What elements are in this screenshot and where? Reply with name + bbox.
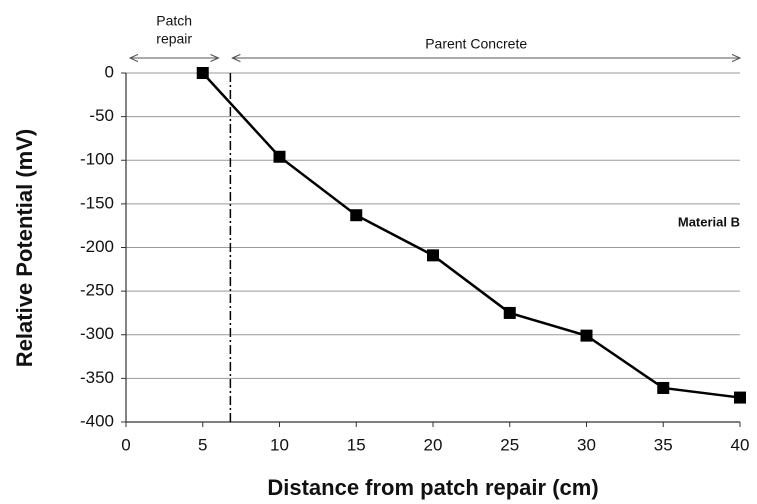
data-line	[201, 72, 741, 399]
material-label: Material B	[678, 214, 740, 229]
x-tick-label: 15	[347, 435, 366, 454]
x-tick-label: 25	[500, 435, 519, 454]
data-point	[273, 150, 286, 163]
x-tick-label: 30	[577, 435, 596, 454]
y-axis-title: Relative Potential (mV)	[12, 129, 37, 367]
data-point	[196, 67, 209, 79]
data-point	[503, 306, 516, 319]
data-point	[350, 209, 363, 222]
data-point	[734, 391, 746, 404]
y-tick-label: -350	[80, 368, 114, 387]
data-point	[657, 381, 670, 394]
parent-label: Parent Concrete	[425, 36, 527, 52]
x-tick-label: 10	[270, 435, 289, 454]
x-tick-label: 40	[731, 435, 750, 454]
x-tick-label: 20	[424, 435, 443, 454]
y-tick-label: -400	[80, 411, 114, 430]
y-tick-label: -150	[80, 193, 114, 212]
x-tick-label: 5	[198, 435, 207, 454]
y-tick-label: 0	[105, 62, 114, 81]
x-tick-label: 35	[654, 435, 673, 454]
patch-label: Patch	[156, 13, 192, 29]
patch-label: repair	[156, 31, 192, 47]
x-tick-label: 0	[121, 435, 130, 454]
y-tick-label: -300	[80, 324, 114, 343]
y-tick-label: -50	[89, 106, 114, 125]
x-axis-title: Distance from patch repair (cm)	[267, 475, 598, 500]
data-point	[427, 249, 439, 262]
data-point	[580, 329, 593, 342]
y-tick-label: -250	[80, 281, 114, 300]
y-tick-label: -100	[80, 150, 114, 169]
y-tick-label: -200	[80, 237, 114, 256]
